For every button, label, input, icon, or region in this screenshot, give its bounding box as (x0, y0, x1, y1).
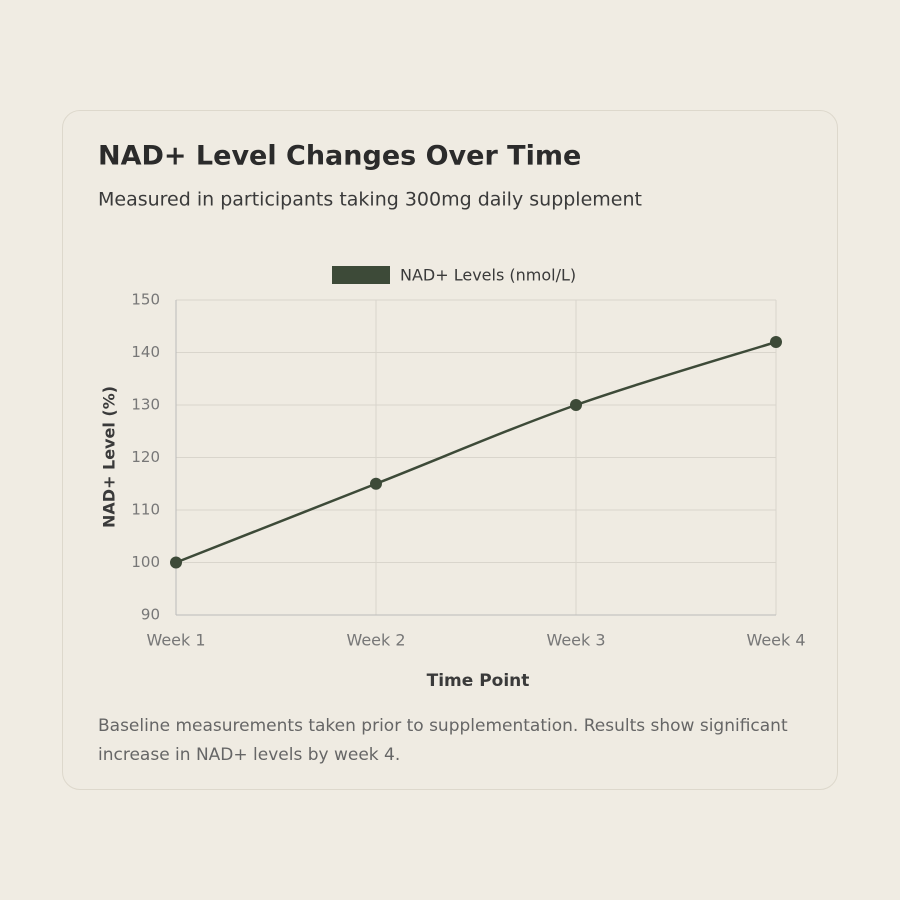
y-tick-label: 90 (141, 606, 160, 624)
y-tick-label: 100 (131, 553, 160, 571)
x-axis-title: Time Point (427, 671, 530, 691)
point (170, 556, 182, 569)
point (370, 477, 382, 490)
chart-title: NAD+ Level Changes Over Time (98, 141, 581, 172)
footnote: Baseline measurements taken prior to sup… (98, 716, 788, 765)
line (175, 340, 777, 564)
legend-swatch (332, 266, 390, 284)
y-tick-label: 120 (131, 448, 160, 466)
x-tick-label: Week 2 (346, 631, 405, 650)
x-tick-label: Week 1 (146, 631, 205, 650)
y-axis-title: NAD+ Level (%) (100, 386, 119, 528)
x-tick-label: Week 3 (546, 631, 605, 650)
card (62, 110, 838, 790)
x-tick-label: Week 4 (746, 631, 805, 650)
y-tick-label: 150 (131, 291, 160, 309)
point (570, 399, 582, 411)
y-tick-label: 140 (131, 343, 160, 361)
y-tick-label: 110 (131, 501, 160, 519)
chart-subtitle: Measured in participants taking 300mg da… (98, 189, 642, 211)
point (770, 336, 782, 348)
y-tick-label: 130 (131, 396, 160, 414)
legend-label: NAD+ Levels (nmol/L) (400, 266, 576, 285)
